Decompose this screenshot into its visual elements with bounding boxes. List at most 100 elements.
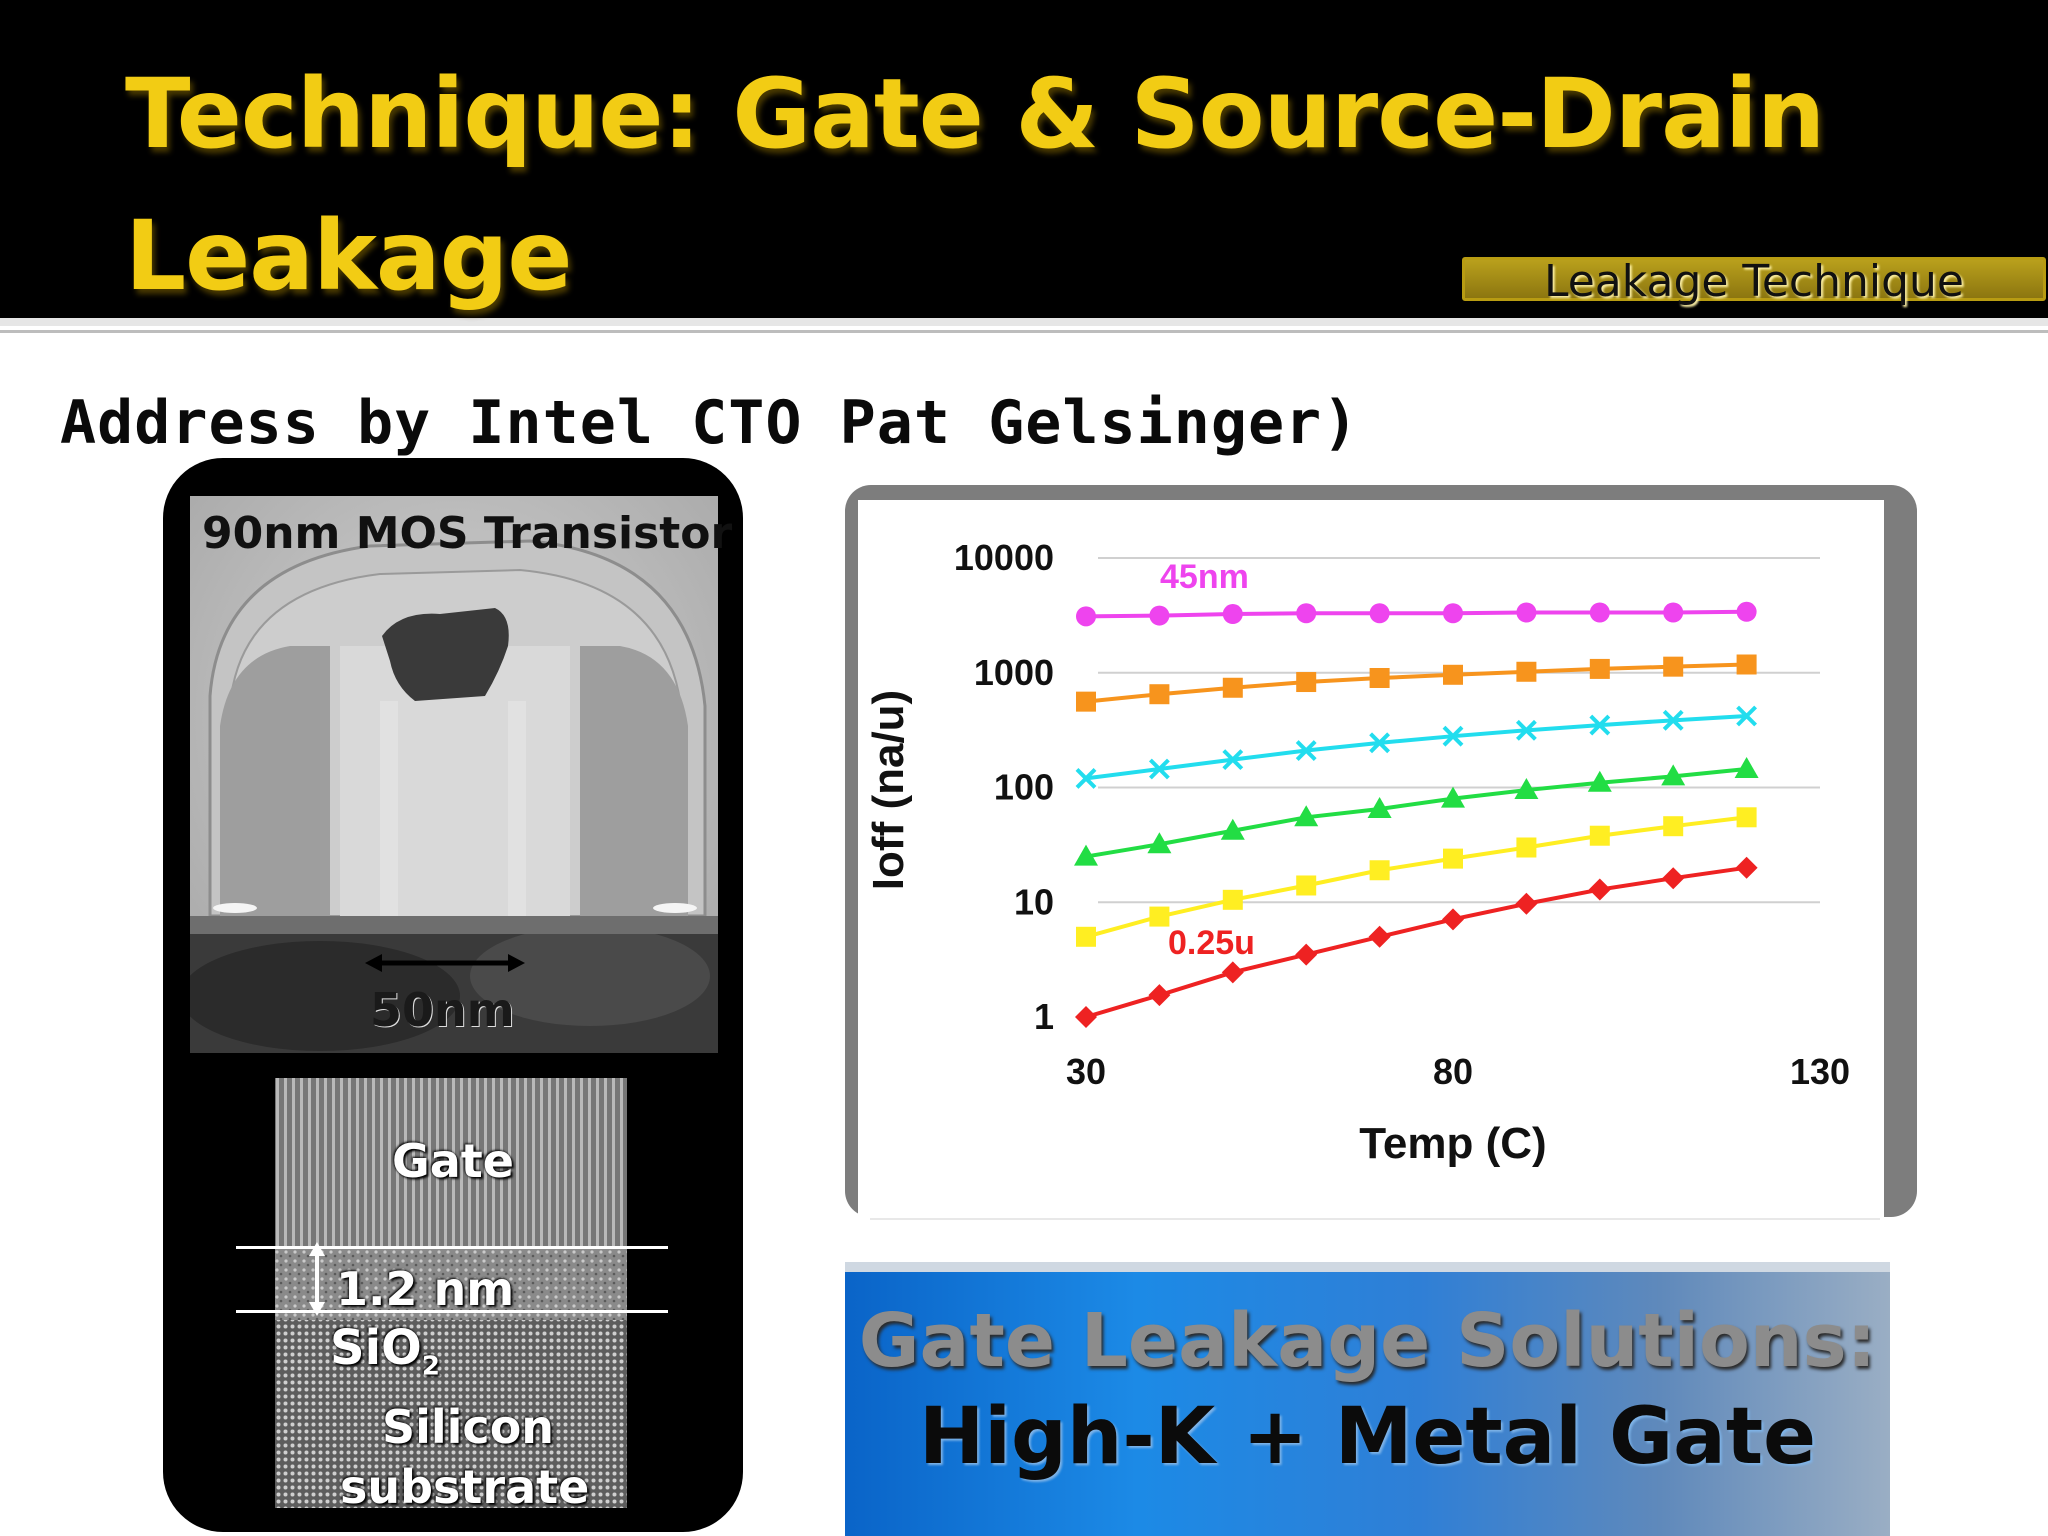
series-5-point-7 [1588,878,1611,901]
series-3-point-9 [1734,756,1759,778]
gate-oxide-tem-image [275,1078,627,1508]
series-0-point-6 [1516,602,1537,623]
x-tick-label-80: 80 [1433,1051,1473,1092]
series-1-point-5 [1443,664,1463,685]
series-3-point-0 [1074,844,1098,866]
series-5-point-2 [1221,961,1244,984]
series-2-point-1 [1148,758,1170,780]
header-divider [0,318,2048,326]
x-axis-title: Temp (C) [1359,1119,1546,1168]
series-5-point-1 [1148,984,1171,1007]
x-tick-label-130: 130 [1790,1051,1850,1092]
series-1-line [1085,662,1747,704]
y-tick-label-1: 1 [1034,996,1054,1037]
chart-tick-labels: 1 10 100 1000 10000 30 80 130 [954,537,1850,1092]
series-1-point-0 [1076,691,1096,712]
series-2-point-5 [1442,725,1464,747]
series-1-point-1 [1149,684,1170,705]
solutions-banner-text: High-K + Metal Gate [918,1392,1817,1482]
series-5-point-0 [1075,1006,1097,1028]
sio2-label-text: SiO [330,1320,422,1376]
series-4-point-8 [1663,816,1684,837]
series-0 [1076,601,1757,627]
series-1-point-8 [1663,656,1684,677]
series-3-point-3 [1294,805,1319,827]
series-4-point-6 [1516,837,1537,858]
tem-scale-label: 50nm [370,983,515,1037]
series-0-point-0 [1076,606,1096,627]
section-tag: Leakage Technique [1462,256,2046,307]
series-2-line [1085,713,1747,781]
series-3 [1074,756,1759,866]
series-0-point-8 [1663,602,1684,623]
series-4-point-9 [1736,807,1757,828]
y-axis-title: Ioff (na/u) [864,690,913,890]
annotation-45nm: 45nm [1160,558,1249,596]
series-3-point-2 [1220,818,1245,840]
series-5 [1075,856,1758,1028]
slide-title-line1: Technique: Gate & Source-Drain [125,58,1825,170]
series-2-point-8 [1662,709,1684,731]
oxide-bottom-boundary [236,1310,668,1313]
series-5-point-5 [1442,908,1464,931]
series-4-point-0 [1076,926,1096,947]
series-4-point-1 [1149,906,1170,927]
series-5-point-9 [1735,856,1758,879]
series-4 [1076,807,1757,947]
oxide-top-boundary [236,1246,668,1249]
section-tag-label: Leakage Technique [1544,256,1964,307]
series-2-point-9 [1736,705,1758,727]
gate-oxide-illustration [275,1078,627,1508]
series-2-point-0 [1075,767,1097,789]
series-4-point-4 [1369,860,1390,881]
series-2-point-6 [1515,719,1537,741]
series-1-point-7 [1589,658,1610,679]
silicon-label: Silicon [382,1400,555,1454]
oxide-thickness-label: 1.2 nm [336,1262,515,1316]
series-1 [1076,654,1757,712]
series-3-point-4 [1367,796,1392,818]
series-1-point-3 [1296,672,1317,693]
series-3-point-8 [1661,764,1686,786]
chart-panel [858,500,1884,1217]
series-2-point-3 [1295,740,1317,761]
series-1-point-6 [1516,661,1537,682]
series-0-point-3 [1296,603,1317,624]
series-4-point-5 [1443,848,1463,869]
series-5-point-8 [1662,867,1685,890]
sio2-subscript: 2 [421,1351,440,1382]
annotation-0-25u: 0.25u [1168,924,1255,962]
series-2-point-4 [1369,732,1391,754]
series-5-point-3 [1295,943,1318,966]
series-3-line [1085,766,1747,859]
substrate-label: substrate [340,1460,590,1514]
series-4-line [1085,815,1747,939]
y-tick-label-1000: 1000 [974,652,1054,693]
series-3-point-1 [1147,832,1172,854]
tem-transistor-image [190,496,718,1053]
slide-subtitle: Address by Intel CTO Pat Gelsinger) [60,388,1360,458]
leakage-temperature-chart: 1 10 100 1000 10000 30 80 130 45nm 0.25u Temp (… [864,537,1850,1168]
series-3-point-6 [1514,778,1539,800]
tem-transistor-illustration [190,496,718,1053]
y-tick-label-10000: 10000 [954,537,1054,578]
gate-label: Gate [392,1134,514,1188]
series-0-point-1 [1149,605,1170,626]
series-4-point-2 [1222,889,1243,910]
series-0-point-2 [1222,604,1243,625]
series-5-line [1085,865,1747,1019]
series-1-point-9 [1736,654,1757,675]
series-0-line [1085,609,1747,619]
slide-title-line2: Leakage [125,200,573,312]
series-2-point-7 [1589,714,1611,736]
series-0-point-5 [1443,603,1463,624]
series-0-point-4 [1369,603,1390,624]
series-1-point-4 [1369,668,1390,689]
solutions-banner-heading: Gate Leakage Solutions: [858,1298,1877,1384]
tem-image-label: 90nm MOS Transistor [202,508,733,559]
series-5-point-6 [1515,892,1538,915]
series-2-point-2 [1222,749,1244,771]
chart-panel-bottom-line [870,1218,1880,1220]
chart-series [1074,601,1759,1028]
x-tick-label-30: 30 [1066,1051,1106,1092]
